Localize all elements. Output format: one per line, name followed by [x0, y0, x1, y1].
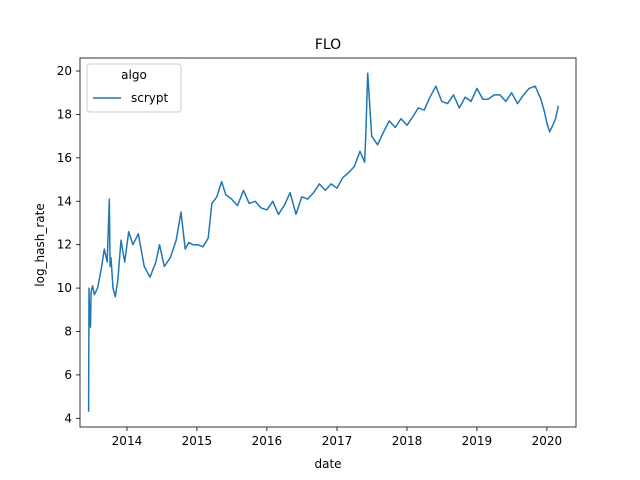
y-tick-label: 8	[64, 324, 72, 338]
x-axis: 2014 2015 2016 2017 2018 2019 2020	[112, 427, 562, 448]
chart-title: FLO	[315, 37, 341, 53]
y-tick-label: 6	[64, 368, 72, 382]
y-axis: 4 6 8 10 12 14 16 18 20	[57, 64, 80, 425]
plot-area	[79, 57, 577, 428]
legend-frame	[86, 63, 182, 113]
y-tick-label: 12	[57, 238, 72, 252]
x-axis-title: date	[314, 457, 341, 471]
y-tick-label: 16	[57, 151, 72, 165]
x-tick-label: 2016	[252, 434, 283, 448]
y-axis-title: log_hash_rate	[33, 203, 47, 286]
y-tick-label: 18	[57, 107, 72, 121]
x-tick-label: 2014	[112, 434, 143, 448]
x-tick-label: 2019	[462, 434, 493, 448]
legend: algo scrypt	[86, 63, 182, 113]
x-tick-label: 2018	[392, 434, 423, 448]
plot-frame	[79, 57, 577, 428]
y-tick-label: 10	[57, 281, 72, 295]
x-tick-label: 2020	[532, 434, 563, 448]
x-tick-label: 2015	[182, 434, 213, 448]
y-tick-label: 20	[57, 64, 72, 78]
series-line-scrypt	[87, 72, 560, 412]
legend-label-scrypt: scrypt	[131, 91, 169, 105]
y-tick-label: 14	[57, 194, 72, 208]
y-tick-label: 4	[64, 411, 72, 425]
x-tick-label: 2017	[322, 434, 353, 448]
legend-title: algo	[121, 68, 147, 82]
